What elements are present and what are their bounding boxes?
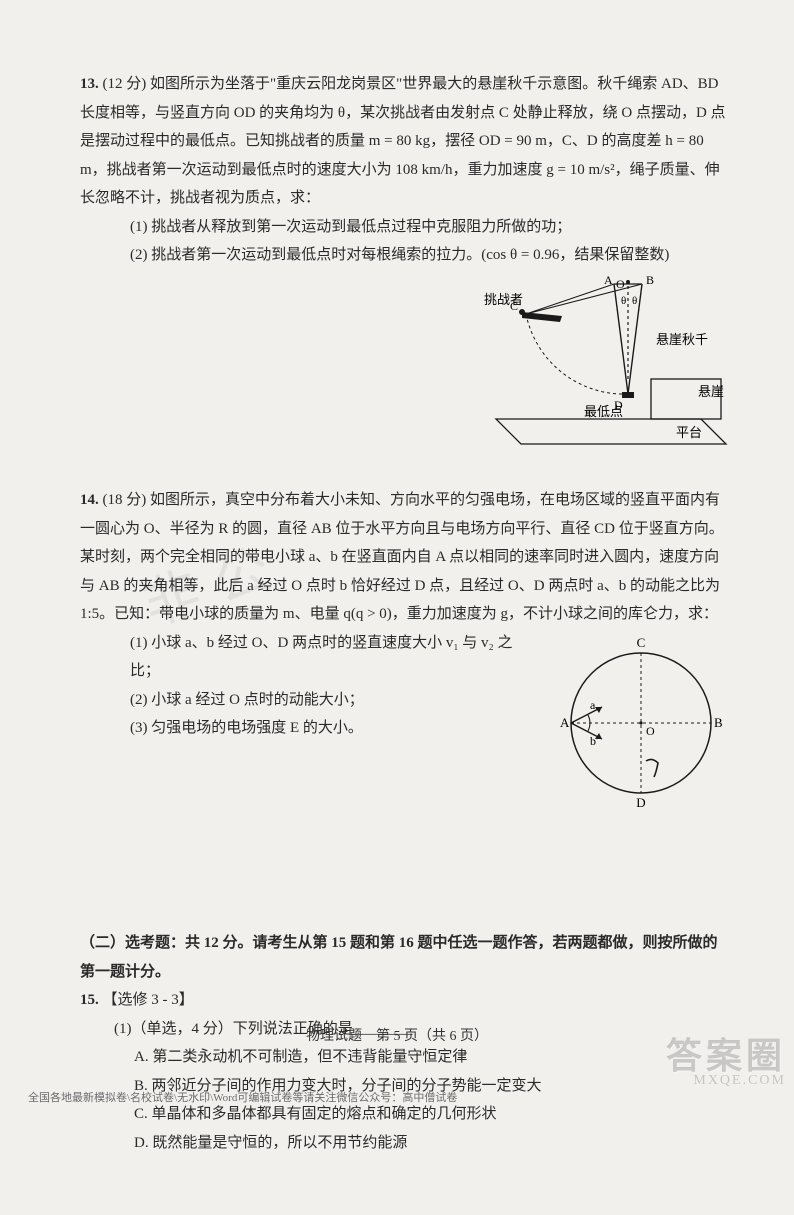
label-A14: A — [560, 715, 570, 730]
watermark-logo: 答案圈 MXQE.COM — [666, 1027, 786, 1089]
q15-optD: D. 既然能量是守恒的，所以不用节约能源 — [80, 1129, 726, 1158]
label-lowest: 最低点 — [584, 404, 623, 419]
label-O14: O — [646, 724, 655, 738]
section2-heading: （二）选考题：共 12 分。请考生从第 15 题和第 16 题中任选一题作答，若… — [80, 929, 726, 986]
label-challenger: 挑战者 — [484, 292, 523, 307]
label-theta2: θ — [632, 295, 637, 307]
q14-number: 14. — [80, 492, 99, 508]
label-swing: 悬崖秋千 — [656, 332, 708, 347]
label-cliff: 悬崖 — [698, 384, 724, 399]
label-D14: D — [636, 795, 645, 810]
label-a: a — [590, 698, 596, 712]
label-platform: 平台 — [676, 425, 702, 440]
q14-points: (18 分) — [103, 492, 147, 508]
watermark-cn: 答案圈 — [666, 1027, 786, 1079]
q13-sub2: (2) 挑战者第一次运动到最低点时对每根绳索的拉力。(cos θ = 0.96，… — [80, 241, 726, 270]
q13-body: 如图所示为坐落于"重庆云阳龙岗景区"世界最大的悬崖秋千示意图。秋千绳索 AD、B… — [80, 76, 726, 206]
label-B: B — [646, 274, 654, 287]
q14-text: 14. (18 分) 如图所示，真空中分布着大小未知、方向水平的匀强电场，在电场… — [80, 486, 726, 629]
q13-text: 13. (12 分) 如图所示为坐落于"重庆云阳龙岗景区"世界最大的悬崖秋千示意… — [80, 70, 726, 213]
bottom-note: 全国各地最新模拟卷\名校试卷\无水印\Word可编辑试卷等请关注微信公众号：高中… — [28, 1089, 457, 1105]
label-C14: C — [637, 635, 646, 650]
q13-sub1: (1) 挑战者从释放到第一次运动到最低点过程中克服阻力所做的功； — [80, 213, 726, 242]
q14-body: 如图所示，真空中分布着大小未知、方向水平的匀强电场，在电场区域的竖直平面内有一圆… — [80, 492, 724, 622]
label-B14: B — [714, 715, 723, 730]
question-13: 13. (12 分) 如图所示为坐落于"重庆云阳龙岗景区"世界最大的悬崖秋千示意… — [80, 70, 726, 468]
q15-number: 15. — [80, 992, 99, 1008]
q15-head: 15. 【选修 3 - 3】 — [80, 986, 726, 1015]
label-b: b — [590, 734, 596, 748]
q13-figure: 平台 悬崖 O A B θ θ C 挑 — [466, 274, 736, 465]
label-theta1: θ — [621, 295, 626, 307]
q13-number: 13. — [80, 76, 99, 92]
q15-optA: A. 第二类永动机不可制造，但不违背能量守恒定律 — [80, 1043, 726, 1072]
q13-points: (12 分) — [103, 76, 147, 92]
q14-figure: C D A B O a b — [546, 633, 726, 824]
q15-tag: 【选修 3 - 3】 — [103, 992, 194, 1008]
question-14: 14. (18 分) 如图所示，真空中分布着大小未知、方向水平的匀强电场，在电场… — [80, 486, 726, 827]
question-15: 15. 【选修 3 - 3】 (1)（单选，4 分）下列说法正确的是______… — [80, 986, 726, 1157]
